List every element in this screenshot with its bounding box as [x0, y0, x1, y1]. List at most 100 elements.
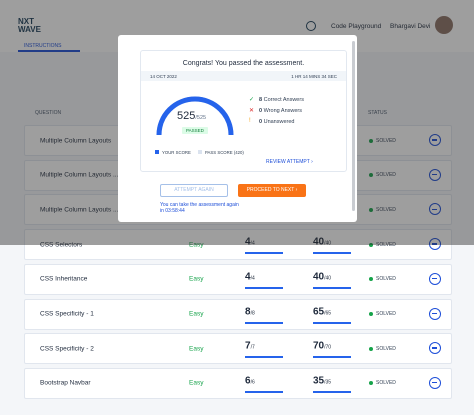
open-question[interactable]	[429, 168, 441, 181]
result-card: Congrats! You passed the assessment. 14 …	[140, 50, 347, 172]
status-dot	[369, 173, 373, 178]
meta-bar	[141, 71, 346, 81]
score-bar	[245, 321, 283, 324]
retry-note: You can take the assessment again in 03:…	[160, 202, 239, 214]
score: 70/70	[313, 341, 331, 352]
badge: PASSED	[182, 127, 208, 134]
status: SOLVED	[376, 172, 396, 179]
score-bar	[245, 286, 283, 289]
open-question[interactable]	[429, 238, 441, 251]
legend-label: YOUR SCORE	[162, 150, 191, 155]
open-question[interactable]	[429, 203, 441, 216]
score-bar	[313, 252, 351, 255]
question-name: CSS Inheritance	[40, 275, 88, 283]
score-total: /6	[250, 379, 255, 386]
question-name: CSS Selectors	[40, 241, 83, 249]
score: 8/8	[245, 306, 255, 317]
result-line: 0 Unanswered	[259, 119, 294, 125]
score-value: 40	[313, 271, 325, 283]
nav-link[interactable]: Code Playground	[331, 23, 382, 30]
status-dot	[369, 312, 373, 316]
score: 525/525	[177, 110, 206, 122]
status: SOLVED	[376, 206, 396, 213]
score-value: 8	[245, 306, 251, 317]
gauge-fill	[156, 96, 234, 136]
score-total: /7	[250, 344, 255, 351]
table-row: Bootstrap Navbar Easy 6/6 35/35 SOLVED	[24, 367, 452, 399]
result-label: Wrong Answers	[263, 107, 303, 114]
result-icon: ✓	[249, 97, 255, 103]
status: SOLVED	[376, 311, 396, 317]
status-dot	[369, 138, 373, 143]
result-label: Correct Answers	[263, 96, 304, 103]
tab[interactable]: INSTRUCTIONS	[24, 43, 62, 49]
user-name: Bhargavi Devi	[390, 23, 431, 30]
table-row: CSS Selectors Easy 4/4 40/40 SOLVED	[24, 229, 452, 261]
result-count: 0	[259, 107, 263, 114]
legend-swatch	[198, 150, 202, 154]
open-question[interactable]	[429, 376, 441, 389]
score-value: 4	[245, 236, 251, 248]
score-bar	[313, 390, 351, 393]
open-question[interactable]	[429, 272, 441, 285]
duration: 1 HR 14 MINS 34 SEC	[291, 74, 337, 79]
result-count: 8	[259, 96, 263, 103]
score-value: 7	[245, 340, 251, 352]
result-count: 0	[259, 118, 263, 125]
result-line: 0 Wrong Answers	[259, 108, 302, 114]
score: 4/4	[245, 271, 255, 282]
logo: NXT WAVE	[18, 17, 41, 34]
status-dot	[369, 277, 373, 282]
score-bar	[245, 390, 283, 393]
score-value: 35	[313, 375, 325, 387]
table-row: CSS Specificity - 1 Easy 8/8 65/65 SOLVED	[24, 298, 452, 330]
score-total: /4	[250, 275, 255, 282]
status: SOLVED	[376, 345, 396, 352]
attempt-again-button[interactable]: ATTEMPT AGAIN	[160, 184, 228, 197]
status: SOLVED	[376, 380, 396, 387]
open-question[interactable]	[429, 307, 441, 320]
tab-underline	[18, 50, 80, 52]
status-dot	[369, 346, 373, 351]
score-total: /40	[324, 240, 332, 247]
status: SOLVED	[376, 276, 396, 283]
score: 40/40	[313, 271, 331, 282]
score-value: 65	[313, 306, 325, 317]
result-label: Unanswered	[263, 118, 295, 125]
question-name: Multiple Column Layouts	[40, 137, 112, 144]
score: 40/40	[313, 237, 331, 248]
open-question[interactable]	[429, 342, 441, 355]
score-value: 70	[313, 340, 325, 352]
proceed-button[interactable]: PROCEED TO NEXT ›	[238, 184, 306, 197]
avatar[interactable]	[435, 16, 453, 34]
status: SOLVED	[376, 241, 396, 248]
legend-swatch	[155, 150, 159, 154]
difficulty: Easy	[189, 241, 204, 249]
score-bar	[245, 356, 283, 359]
modal-title: Congrats! You passed the assessment.	[182, 60, 305, 67]
score-value: 6	[245, 375, 251, 387]
score-value: 4	[245, 271, 251, 283]
score-value: 525	[177, 110, 196, 122]
table-row: CSS Inheritance Easy 4/4 40/40 SOLVED	[24, 263, 452, 295]
score-bar	[313, 286, 351, 289]
score-total: /525	[195, 115, 207, 121]
score-total: /70	[324, 344, 332, 351]
modal: Congrats! You passed the assessment. 14 …	[118, 35, 357, 222]
status-dot	[369, 381, 373, 386]
result-line: 8 Correct Answers	[259, 97, 304, 103]
review-link[interactable]: REVIEW ATTEMPT ›	[266, 159, 313, 165]
score-bar	[313, 321, 351, 324]
status-dot	[369, 207, 373, 212]
difficulty: Easy	[189, 275, 204, 283]
difficulty: Easy	[189, 379, 204, 387]
open-question[interactable]	[429, 134, 441, 146]
question-name: Multiple Column Layouts ...	[40, 206, 119, 214]
difficulty: Easy	[189, 345, 204, 353]
status-dot	[369, 242, 373, 247]
question-name: Multiple Column Layouts ...	[40, 171, 119, 179]
score-total: /4	[250, 240, 255, 247]
score: 6/6	[245, 375, 255, 386]
difficulty: Easy	[189, 310, 204, 318]
